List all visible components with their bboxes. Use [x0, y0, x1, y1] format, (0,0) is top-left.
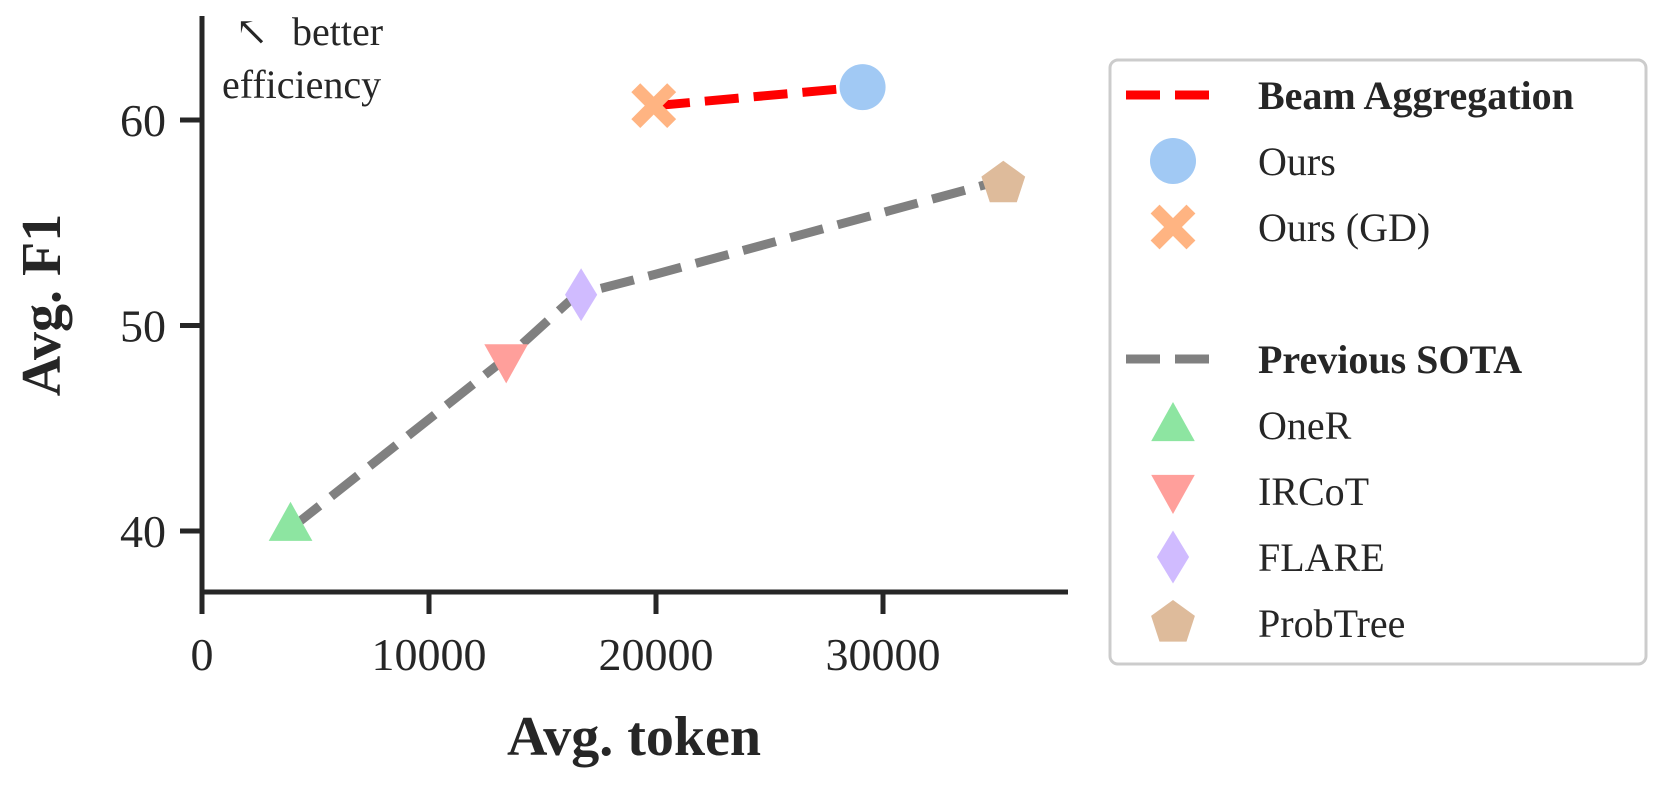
axes [199, 16, 1068, 595]
legend-label-ours-gd: Ours (GD) [1258, 205, 1430, 250]
point-oner [268, 501, 313, 541]
point-ours-gd [631, 83, 677, 129]
legend-marker-ours-gd [1150, 204, 1196, 250]
y-tick-label: 60 [120, 95, 166, 146]
point-probtree [981, 160, 1026, 203]
x-axis-label: Avg. token [507, 706, 761, 768]
series-line-1 [290, 177, 998, 531]
point-flare [565, 268, 598, 322]
legend-label-ours: Ours [1258, 139, 1336, 184]
x-tick-label: 30000 [826, 629, 941, 680]
legend-frame [1108, 58, 1648, 666]
legend-marker-ours [1150, 138, 1196, 184]
annotation-line1: better [292, 9, 383, 54]
point-ours-gd-stroke-b [631, 83, 677, 129]
legend-marker-probtree [1151, 600, 1195, 642]
legend-marker-ircot [1151, 474, 1195, 514]
y-tick-label: 50 [120, 301, 166, 352]
annotation-line2: efficiency [222, 62, 381, 107]
point-ours [839, 64, 886, 111]
legend-items: Beam Aggregation Ours Ours (GD) Previous SO… [1126, 73, 1574, 646]
legend-marker-flare [1156, 530, 1190, 584]
y-tick-label: 40 [120, 506, 166, 557]
legend-marker-ours-gd-stroke-b [1150, 204, 1196, 250]
legend: Beam Aggregation Ours Ours (GD) Previous SO… [1108, 58, 1648, 666]
y-axis-label: Avg. F1 [11, 214, 73, 397]
point-ircot [484, 344, 528, 384]
x-tick-label: 10000 [372, 629, 487, 680]
legend-label-oner: OneR [1258, 403, 1352, 448]
x-tick-label: 0 [191, 629, 214, 680]
better-efficiency-annotation: ↖ better efficiency [222, 9, 383, 107]
series-lines [290, 82, 998, 531]
legend-label-beam-aggregation: Beam Aggregation [1258, 73, 1574, 118]
series-line-0 [655, 82, 861, 111]
x-tick-label: 20000 [599, 629, 714, 680]
legend-label-previous-sota: Previous SOTA [1258, 337, 1522, 382]
legend-label-ircot: IRCoT [1258, 469, 1369, 514]
ticks: 0 10000 20000 30000 40 50 60 [120, 95, 941, 680]
legend-label-flare: FLARE [1258, 535, 1385, 580]
legend-marker-oner [1151, 402, 1195, 442]
data-points [268, 64, 1026, 541]
legend-label-probtree: ProbTree [1258, 601, 1405, 646]
annotation-arrow: ↖ [235, 9, 269, 54]
